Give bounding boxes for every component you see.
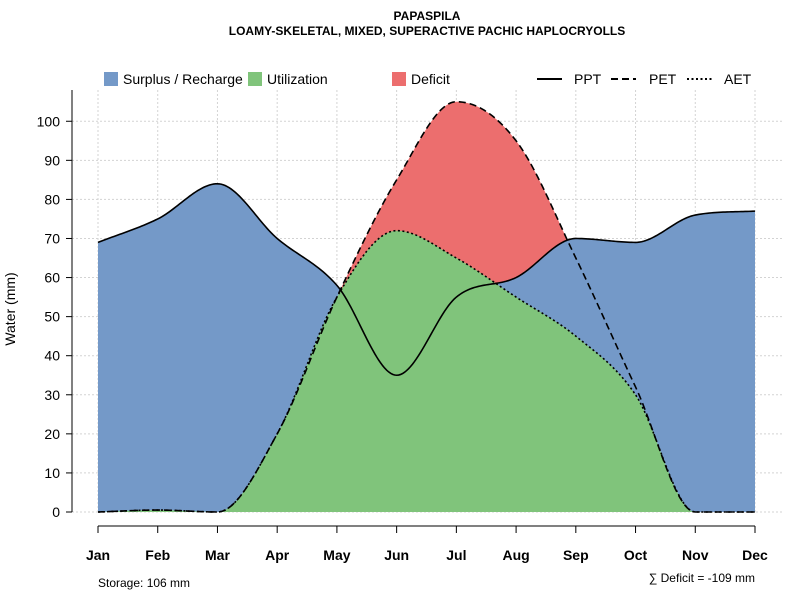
x-tick-label-jan: Jan	[86, 547, 110, 563]
y-axis-label: Water (mm)	[2, 272, 18, 345]
chart-title: PAPASPILA	[394, 9, 461, 23]
y-axis-ticks: 0 10 20 30 40 50 60 70 80 90 100	[37, 113, 72, 520]
series-lines	[97, 100, 756, 513]
utilization-area	[98, 230, 755, 512]
legend-label-surplus: Surplus / Recharge	[123, 71, 243, 87]
y-tick-label-100: 100	[37, 113, 61, 129]
legend-label-deficit: Deficit	[411, 71, 450, 87]
y-tick-label-70: 70	[44, 230, 60, 246]
legend: Surplus / Recharge Utilization Deficit P…	[104, 71, 752, 87]
y-tick-label-10: 10	[44, 465, 60, 481]
y-tick-label-40: 40	[44, 348, 60, 364]
y-tick-label-0: 0	[52, 504, 60, 520]
x-tick-label-jun: Jun	[384, 547, 409, 563]
chart-subtitle: LOAMY-SKELETAL, MIXED, SUPERACTIVE PACHI…	[229, 24, 625, 38]
aet-line	[97, 229, 755, 513]
y-tick-label-30: 30	[44, 387, 60, 403]
x-tick-label-sep: Sep	[563, 547, 589, 563]
legend-swatch-deficit	[392, 72, 406, 86]
y-tick-label-60: 60	[44, 270, 60, 286]
y-tick-label-50: 50	[44, 309, 60, 325]
x-tick-label-aug: Aug	[502, 547, 529, 563]
x-tick-label-jul: Jul	[446, 547, 466, 563]
legend-label-pet: PET	[649, 71, 677, 87]
legend-label-aet: AET	[724, 71, 752, 87]
legend-label-utilization: Utilization	[267, 71, 328, 87]
area-layers	[98, 101, 755, 512]
x-tick-label-nov: Nov	[682, 547, 709, 563]
x-axis-ticks: Jan Feb Mar Apr May Jun Jul Aug Sep Oct Nov Dec	[86, 526, 768, 563]
y-tick-label-90: 90	[44, 152, 60, 168]
x-tick-label-dec: Dec	[742, 547, 768, 563]
x-tick-label-oct: Oct	[624, 547, 648, 563]
deficit-annotation: ∑ Deficit = -109 mm	[649, 571, 755, 585]
y-tick-label-80: 80	[44, 191, 60, 207]
x-tick-label-apr: Apr	[265, 547, 290, 563]
x-tick-label-mar: Mar	[205, 547, 230, 563]
x-tick-label-may: May	[323, 547, 350, 563]
ppt-line	[97, 182, 756, 377]
y-tick-label-20: 20	[44, 426, 60, 442]
legend-swatch-utilization	[248, 72, 262, 86]
x-tick-label-feb: Feb	[145, 547, 170, 563]
legend-swatch-surplus	[104, 72, 118, 86]
storage-annotation: Storage: 106 mm	[98, 576, 190, 590]
legend-label-ppt: PPT	[574, 71, 602, 87]
